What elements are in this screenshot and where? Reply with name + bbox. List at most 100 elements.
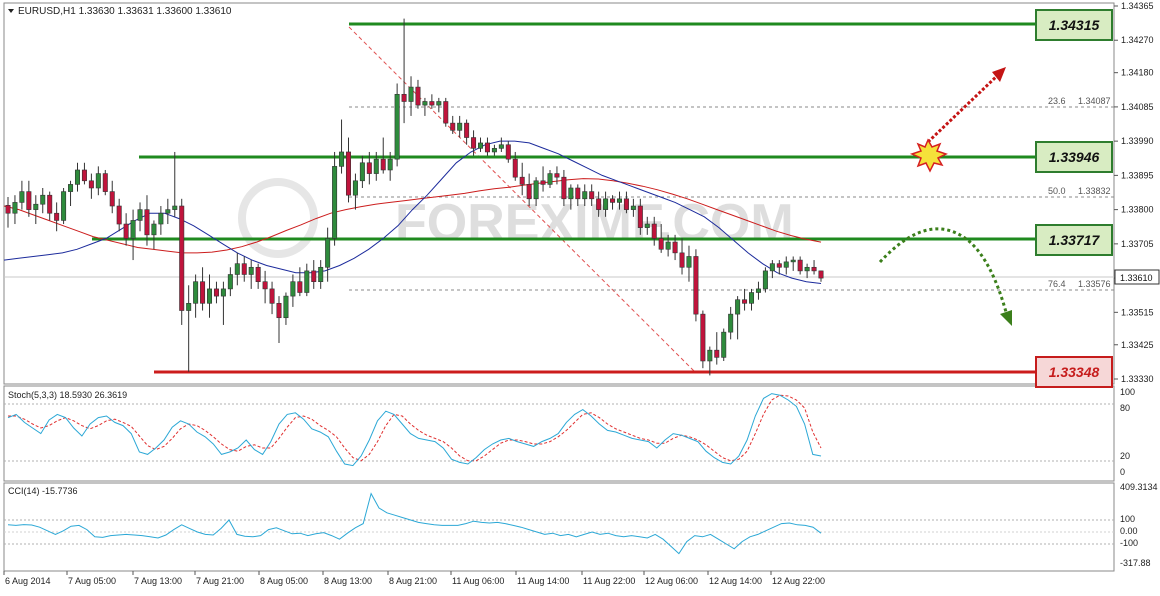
candle-body [186,303,192,311]
time-axis-label: 11 Aug 22:00 [583,576,635,586]
price-axis-label: 1.33330 [1121,374,1154,384]
candle-body [394,93,400,160]
candle-body [776,263,782,268]
candle-body [422,101,428,106]
candle-body [332,166,338,239]
candle-body [533,180,539,200]
candle-body [464,122,470,138]
stoch-axis-label: 20 [1120,451,1130,461]
candle-body [693,256,699,315]
watermark-text: FOREXIMF.COM [395,194,794,252]
price-axis-label: 1.34085 [1121,102,1154,112]
time-axis-label: 6 Aug 2014 [5,576,51,586]
candle-body [769,263,775,272]
candle-body [54,212,60,221]
cci-title: CCI(14) -15.7736 [8,486,78,496]
candle-body [172,205,178,210]
symbol-dropdown-icon[interactable] [8,9,14,13]
main-chart-panel[interactable] [3,2,1115,385]
candle-body [714,349,720,358]
bearish-scenario-arrow [878,227,1012,326]
candle-body [484,142,490,153]
cci-axis-label: -100 [1120,538,1138,548]
candle-body [193,281,199,304]
candle-body [339,151,345,167]
candle-body [783,261,789,268]
price-axis-label: 1.33425 [1121,340,1154,350]
candle-body [81,169,87,182]
candle-body [373,158,379,174]
candle-body [325,238,331,268]
candle-body [436,101,442,106]
candle-body [644,223,650,228]
candle-body [40,194,46,205]
cci-axis-label: 0.00 [1120,526,1138,536]
time-axis-label: 12 Aug 22:00 [772,576,825,586]
price-axis-label: 1.33800 [1121,205,1154,215]
candle-body [450,122,456,131]
svg-text:1.33610: 1.33610 [1120,273,1153,283]
time-axis-label: 12 Aug 06:00 [645,576,698,586]
candle-body [151,223,157,236]
candle-body [26,191,32,210]
candle-body [561,176,567,200]
candle-body [790,259,796,263]
candle-body [637,205,643,228]
price-axis-label: 1.34365 [1121,1,1154,11]
candle-body [401,93,407,102]
candle-body [88,180,94,189]
candle-body [352,180,358,196]
stochastic-panel[interactable] [3,385,1115,482]
stochastic-title: Stoch(5,3,3) 18.5930 26.3619 [8,390,127,400]
candle-body [290,281,296,297]
stochastic-main-line [7,393,822,467]
candle-body [596,198,602,210]
candle-body [311,270,317,282]
candle-body [742,299,748,304]
price-axis-label: 1.33990 [1121,136,1154,146]
candle-body [415,86,421,106]
candle-body [603,198,609,210]
candle-body [519,176,525,185]
watermark-logo [238,178,318,258]
level-label-2: 1.33946 [1035,141,1113,173]
candle-body [95,173,101,189]
candle-body [623,198,629,210]
candle-body [582,191,588,200]
svg-text:1.33946: 1.33946 [1049,149,1100,165]
candle-body [165,209,171,214]
candle-body [318,266,324,282]
candle-body [457,122,463,131]
candle-body [19,191,25,203]
candle-body [443,101,449,124]
candle-body [137,209,143,221]
candle-body [5,204,11,214]
candle-body [478,142,484,149]
fib-label-23-6: 23.6 [1048,96,1066,106]
level-label-3: 1.33717 [1035,224,1113,256]
candle-body [61,191,67,221]
candle-body [679,252,685,268]
candle-body [651,223,657,239]
candle-body [144,209,150,236]
cci-panel[interactable] [3,482,1115,572]
cci-line [7,492,822,555]
candle-body [47,194,53,214]
price-axis-label: 1.33895 [1121,170,1154,180]
current-price-tag: 1.33610 [1114,269,1160,285]
candle-body [345,151,351,196]
breakout-burst-icon [909,138,948,173]
candle-body [755,288,761,293]
stoch-axis-label: 80 [1120,403,1130,413]
time-axis-label: 11 Aug 06:00 [452,576,504,586]
candle-body [735,299,741,315]
candle-body [568,187,574,200]
fib-price-23-6: 1.34087 [1078,96,1111,106]
candle-body [262,281,268,290]
candle-body [366,162,372,174]
time-axis-label: 8 Aug 05:00 [260,576,308,586]
candle-body [33,203,39,210]
fib-price-50-0: 1.33832 [1078,186,1111,196]
